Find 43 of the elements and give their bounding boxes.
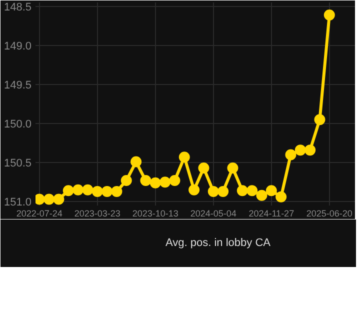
point [62,185,74,196]
point [227,162,238,174]
point [160,176,171,188]
point [178,152,190,163]
x-tick-label: 2024-05-04 [190,208,236,218]
x-tick-label: 2024-11-27 [248,208,294,218]
point [304,144,316,156]
text: Avg. pos. in lobby CA [166,237,270,249]
point [256,190,268,201]
point [208,186,219,197]
point [130,156,142,168]
point [314,114,326,126]
point [72,184,84,196]
point [44,194,55,205]
point [111,186,122,197]
y-tick-label: 148.5 [4,1,32,14]
point [140,175,152,186]
point [53,194,64,205]
point [324,10,335,20]
y-tick-label: 149.0 [4,40,32,52]
point [102,186,113,197]
point [294,144,306,156]
point [92,186,103,197]
point [169,175,180,186]
point [198,162,210,174]
point [285,149,296,160]
x-tick-label: 2023-10-13 [132,208,178,218]
point [188,184,200,196]
point [82,184,94,196]
y-tick-label: 150.0 [4,118,32,131]
y-tick-label: 149.5 [4,79,32,92]
point [246,185,258,196]
point [150,177,161,188]
x-tick-label: 2022-07-24 [16,208,62,218]
point [276,191,287,202]
x-tick-label: 2023-03-23 [74,208,120,218]
point [266,185,277,196]
point [236,185,248,196]
y-tick-label: 150.5 [4,158,32,170]
x-tick-label: 2025-06-20 [306,208,352,218]
point [120,175,132,186]
y-tick-label: 151.0 [4,196,32,209]
point [218,186,229,197]
